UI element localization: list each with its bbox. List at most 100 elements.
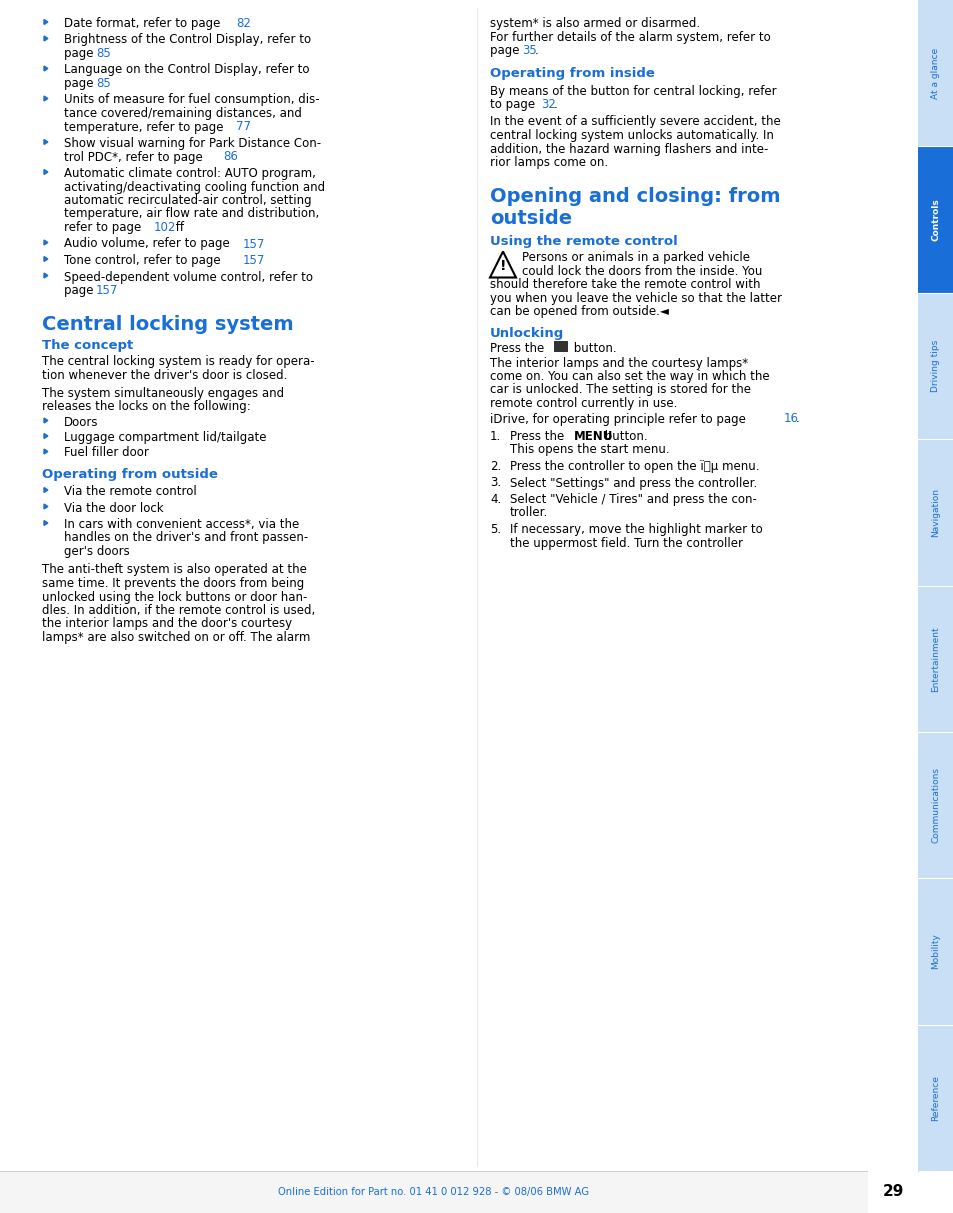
Bar [0,1171,917,1213]
Text: Doors: Doors [64,416,98,428]
Text: come on. You can also set the way in which the: come on. You can also set the way in whi… [490,370,769,383]
Text: you when you leave the vehicle so that the latter: you when you leave the vehicle so that t… [490,292,781,304]
Polygon shape [44,240,48,245]
Text: page: page [64,76,97,90]
Text: page: page [490,44,522,57]
Text: 4.: 4. [490,492,500,506]
Text: Luggage compartment lid/tailgate: Luggage compartment lid/tailgate [64,431,266,444]
Text: automatic recirculated-air control, setting: automatic recirculated-air control, sett… [64,194,312,207]
Bar [917,439,953,586]
Polygon shape [44,19,48,24]
Polygon shape [44,256,48,262]
Polygon shape [44,505,48,509]
Text: button.: button. [599,429,646,443]
Text: MENU: MENU [573,429,613,443]
Bar [917,292,953,439]
Text: trol PDC*, refer to page: trol PDC*, refer to page [64,150,206,164]
Text: central locking system unlocks automatically. In: central locking system unlocks automatic… [490,129,773,142]
Text: Units of measure for fuel consumption, dis-: Units of measure for fuel consumption, d… [64,93,319,107]
Text: By means of the button for central locking, refer: By means of the button for central locki… [490,85,776,97]
Text: 157: 157 [242,254,265,267]
Text: Mobility: Mobility [930,934,940,969]
Text: ger's doors: ger's doors [64,545,130,558]
Text: .: . [795,412,799,426]
Polygon shape [44,139,48,144]
Text: Reference: Reference [930,1075,940,1121]
Text: ff: ff [172,221,184,234]
Text: lamps* are also switched on or off. The alarm: lamps* are also switched on or off. The … [42,631,310,644]
Text: releases the locks on the following:: releases the locks on the following: [42,400,251,412]
Bar [917,0,953,147]
Text: 157: 157 [242,238,265,251]
Text: refer to page: refer to page [64,221,145,234]
Text: 32: 32 [540,98,556,112]
Text: Press the: Press the [490,342,547,355]
Text: same time. It prevents the doors from being: same time. It prevents the doors from be… [42,577,304,590]
Text: This opens the start menu.: This opens the start menu. [510,444,669,456]
Text: Automatic climate control: AUTO program,: Automatic climate control: AUTO program, [64,167,315,180]
Text: remote control currently in use.: remote control currently in use. [490,397,677,410]
Text: !: ! [499,260,506,273]
Text: 85: 85 [95,76,111,90]
Text: Navigation: Navigation [930,488,940,537]
Text: page: page [64,284,97,297]
Text: troller.: troller. [510,507,548,519]
Text: The interior lamps and the courtesy lamps*: The interior lamps and the courtesy lamp… [490,357,747,370]
Text: In cars with convenient access*, via the: In cars with convenient access*, via the [64,518,299,531]
Bar [867,1171,917,1213]
Bar [917,586,953,731]
Polygon shape [44,418,48,423]
Text: the uppermost field. Turn the controller: the uppermost field. Turn the controller [510,536,742,549]
Polygon shape [44,520,48,525]
Text: Controls: Controls [930,198,940,241]
Text: 86: 86 [223,150,238,164]
Text: The central locking system is ready for opera-: The central locking system is ready for … [42,355,314,369]
Polygon shape [44,273,48,278]
Text: Unlocking: Unlocking [490,328,563,340]
Text: 35: 35 [521,44,536,57]
Text: car is unlocked. The setting is stored for the: car is unlocked. The setting is stored f… [490,383,750,397]
Text: Online Edition for Part no. 01 41 0 012 928 - © 08/06 BMW AG: Online Edition for Part no. 01 41 0 012 … [278,1188,589,1197]
Text: should therefore take the remote control with: should therefore take the remote control… [490,279,760,291]
Text: Date format, refer to page: Date format, refer to page [64,17,224,30]
Polygon shape [44,96,48,101]
Text: dles. In addition, if the remote control is used,: dles. In addition, if the remote control… [42,604,314,617]
Text: unlocked using the lock buttons or door han-: unlocked using the lock buttons or door … [42,591,307,604]
Text: 5.: 5. [490,523,500,536]
Text: 16: 16 [782,412,798,426]
Text: In the event of a sufficiently severe accident, the: In the event of a sufficiently severe ac… [490,115,780,129]
Text: If necessary, move the highlight marker to: If necessary, move the highlight marker … [510,523,762,536]
Text: handles on the driver's and front passen-: handles on the driver's and front passen… [64,531,308,545]
Text: For further details of the alarm system, refer to: For further details of the alarm system,… [490,30,770,44]
Text: Central locking system: Central locking system [42,314,294,334]
Bar [917,0,953,1171]
Text: 1.: 1. [490,429,500,443]
Text: 157: 157 [95,284,118,297]
Text: Opening and closing: from: Opening and closing: from [490,188,780,206]
Text: could lock the doors from the inside. You: could lock the doors from the inside. Yo… [521,264,761,278]
Text: temperature, refer to page: temperature, refer to page [64,120,227,133]
Text: Via the door lock: Via the door lock [64,501,164,514]
Text: Operating from outside: Operating from outside [42,468,217,482]
Bar [917,731,953,878]
Text: Press the controller to open the ïµ menu.: Press the controller to open the ïµ men… [510,460,759,473]
Text: Brightness of the Control Display, refer to: Brightness of the Control Display, refer… [64,34,311,46]
Text: At a glance: At a glance [930,47,940,98]
Text: The anti-theft system is also operated at the: The anti-theft system is also operated a… [42,564,307,576]
Text: iDrive, for operating principle refer to page: iDrive, for operating principle refer to… [490,412,749,426]
Text: 2.: 2. [490,460,500,473]
Bar [917,147,953,292]
Polygon shape [490,251,516,278]
Bar [917,1025,953,1171]
Bar [553,341,567,352]
Text: 29: 29 [882,1185,902,1200]
Text: Using the remote control: Using the remote control [490,234,677,247]
Text: addition, the hazard warning flashers and inte-: addition, the hazard warning flashers an… [490,142,767,155]
Text: Operating from inside: Operating from inside [490,68,654,80]
Text: 77: 77 [236,120,251,133]
Text: Speed-dependent volume control, refer to: Speed-dependent volume control, refer to [64,270,313,284]
Text: 3.: 3. [490,477,500,490]
Text: tance covered/remaining distances, and: tance covered/remaining distances, and [64,107,301,120]
Text: rior lamps come on.: rior lamps come on. [490,156,607,169]
Text: page: page [64,47,97,59]
